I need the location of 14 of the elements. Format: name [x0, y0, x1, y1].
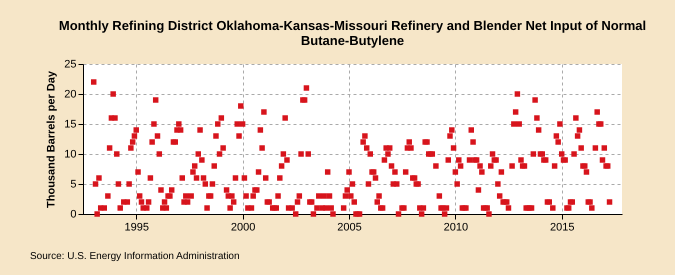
y-tick-label: 20: [64, 88, 76, 100]
x-tick-label: 1995: [124, 222, 149, 234]
x-tick-label: 2005: [337, 222, 362, 234]
y-tick-label: 10: [64, 148, 76, 160]
chart-title: Monthly Refining District Oklahoma-Kansas-Missouri Refinery and Blender Net Input of Normal Butane-Butylene: [58, 18, 646, 48]
y-tick-label: 5: [70, 178, 76, 190]
y-tick-label: 0: [70, 208, 76, 220]
x-tick-label: 2015: [550, 222, 574, 234]
x-tick-label: 2010: [444, 222, 468, 234]
y-tick-label: 15: [64, 118, 76, 130]
source-note: Source: U.S. Energy Information Administration: [30, 251, 240, 262]
x-tick-label: 2000: [230, 222, 256, 234]
y-axis-title: Thousand Barrels per Day: [45, 70, 58, 208]
y-tick-label: 25: [64, 58, 76, 70]
